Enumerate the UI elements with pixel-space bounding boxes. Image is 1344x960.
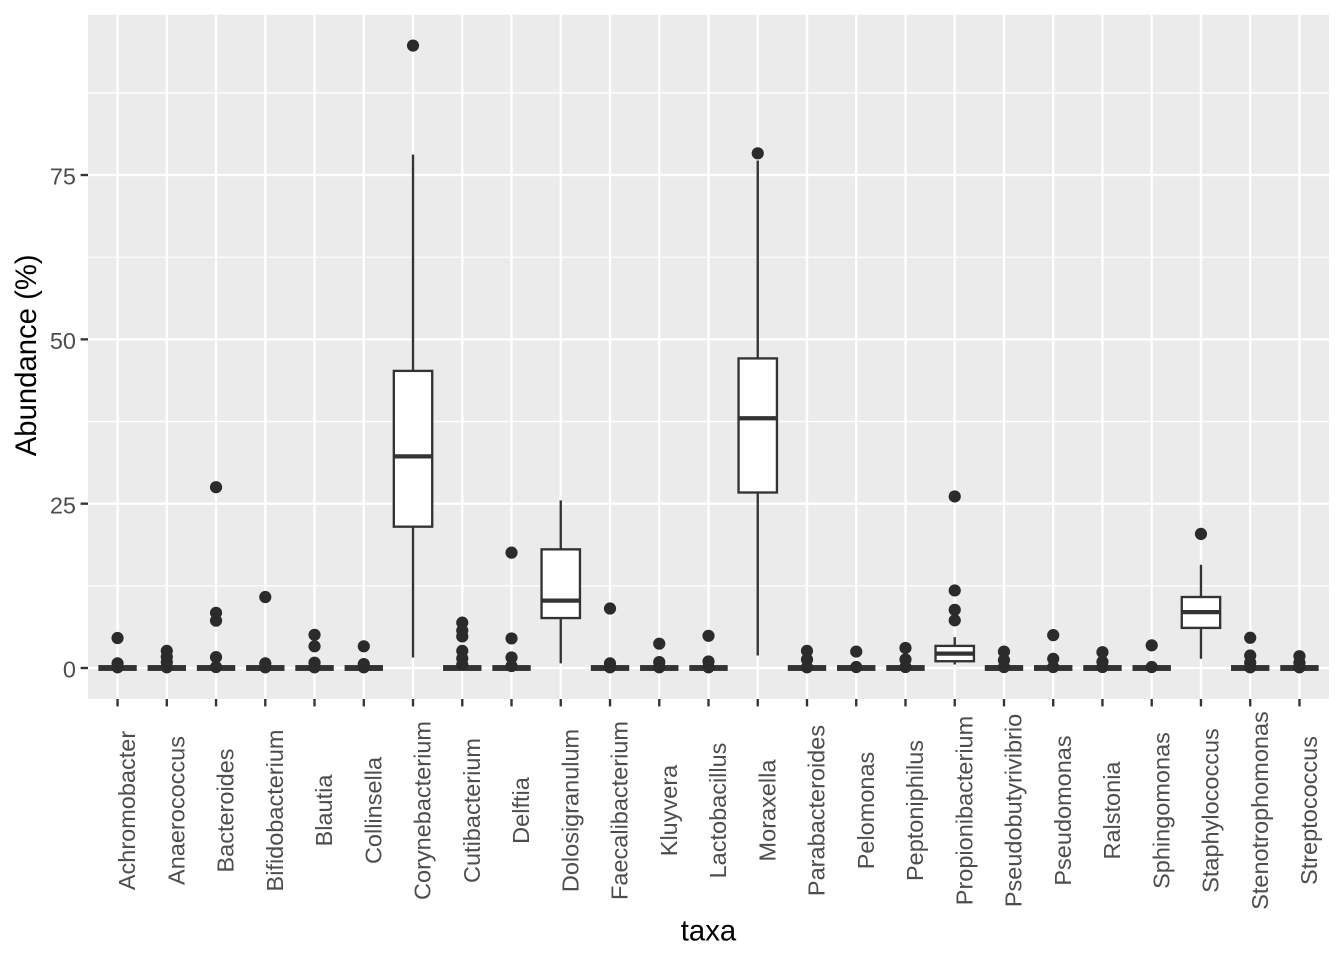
svg-text:Abundance (%): Abundance (%) xyxy=(10,254,43,456)
svg-text:Collinsella: Collinsella xyxy=(360,756,386,864)
svg-text:Delftia: Delftia xyxy=(508,776,534,844)
svg-text:Streptococcus: Streptococcus xyxy=(1296,736,1322,885)
svg-text:Staphylococcus: Staphylococcus xyxy=(1198,728,1224,893)
svg-text:50: 50 xyxy=(50,328,76,354)
svg-text:Pelomonas: Pelomonas xyxy=(853,752,879,870)
svg-text:Corynebacterium: Corynebacterium xyxy=(410,721,436,900)
svg-text:Pseudobutyrivibrio: Pseudobutyrivibrio xyxy=(1001,714,1027,907)
svg-text:Achromobacter: Achromobacter xyxy=(114,731,140,891)
svg-text:75: 75 xyxy=(50,164,76,190)
svg-text:taxa: taxa xyxy=(681,915,737,948)
svg-text:Ralstonia: Ralstonia xyxy=(1099,761,1125,860)
svg-text:Bacteroides: Bacteroides xyxy=(213,748,239,872)
svg-text:Peptoniphilus: Peptoniphilus xyxy=(902,740,928,881)
svg-text:Anaerococcus: Anaerococcus xyxy=(163,736,189,885)
svg-text:Blautia: Blautia xyxy=(311,774,337,847)
svg-text:Propionibacterium: Propionibacterium xyxy=(951,716,977,905)
svg-text:Dolosigranulum: Dolosigranulum xyxy=(557,729,583,892)
svg-text:Moraxella: Moraxella xyxy=(754,759,780,862)
svg-text:Cutibacterium: Cutibacterium xyxy=(459,738,485,883)
svg-text:0: 0 xyxy=(63,657,76,683)
svg-text:Pseudomonas: Pseudomonas xyxy=(1050,735,1076,885)
svg-text:Parabacteroides: Parabacteroides xyxy=(804,725,830,896)
svg-text:Faecalibacterium: Faecalibacterium xyxy=(607,721,633,900)
svg-text:Lactobacillus: Lactobacillus xyxy=(705,743,731,879)
svg-text:Bifidobacterium: Bifidobacterium xyxy=(262,730,288,892)
svg-text:Sphingomonas: Sphingomonas xyxy=(1148,732,1174,889)
svg-text:Stenotrophomonas: Stenotrophomonas xyxy=(1247,711,1273,910)
svg-text:Kluyvera: Kluyvera xyxy=(656,764,682,856)
svg-text:25: 25 xyxy=(50,492,76,518)
